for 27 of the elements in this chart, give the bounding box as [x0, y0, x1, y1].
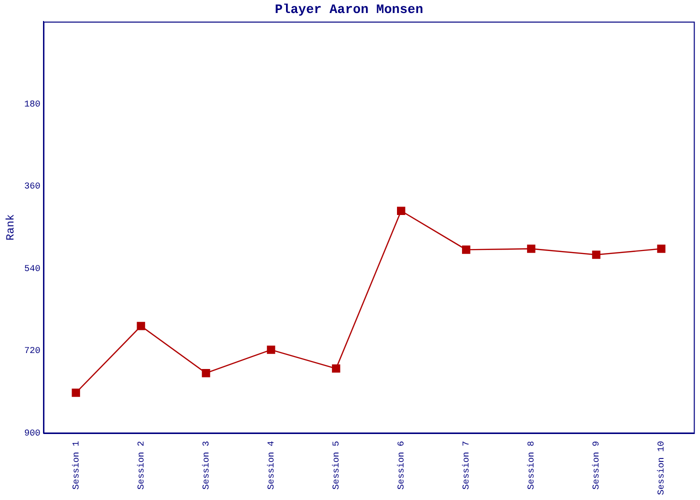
- y-tick-label: 900: [24, 428, 40, 438]
- y-tick-label: 360: [24, 182, 40, 192]
- point: [202, 368, 210, 378]
- point: [332, 364, 340, 373]
- x-tick-label: Session 10: [656, 440, 667, 496]
- point: [592, 250, 600, 259]
- x-tick-label: Session 1: [71, 440, 82, 490]
- y-axis-title: Rank: [6, 214, 18, 240]
- y-tick-label: 540: [24, 264, 40, 274]
- x-tick-label: Session 6: [396, 440, 407, 490]
- point: [72, 388, 80, 397]
- point: [462, 246, 470, 254]
- x-tick-label: Session 7: [462, 440, 472, 490]
- point: [657, 244, 666, 253]
- y-tick-label: 180: [24, 99, 40, 110]
- x-tick-label: Session 8: [526, 440, 537, 490]
- point: [527, 244, 536, 253]
- x-tick-label: Session 4: [266, 440, 276, 490]
- point: [396, 206, 406, 215]
- x-tick-label: Session 2: [136, 440, 146, 490]
- y-tick-label: 720: [24, 346, 40, 356]
- point: [266, 346, 276, 354]
- x-tick-label: Session 9: [592, 440, 602, 490]
- x-tick-label: Session 5: [331, 440, 342, 490]
- point: [136, 322, 146, 330]
- chart-title: Player Aaron Monsen: [274, 2, 424, 18]
- x-tick-label: Session 3: [201, 440, 212, 490]
